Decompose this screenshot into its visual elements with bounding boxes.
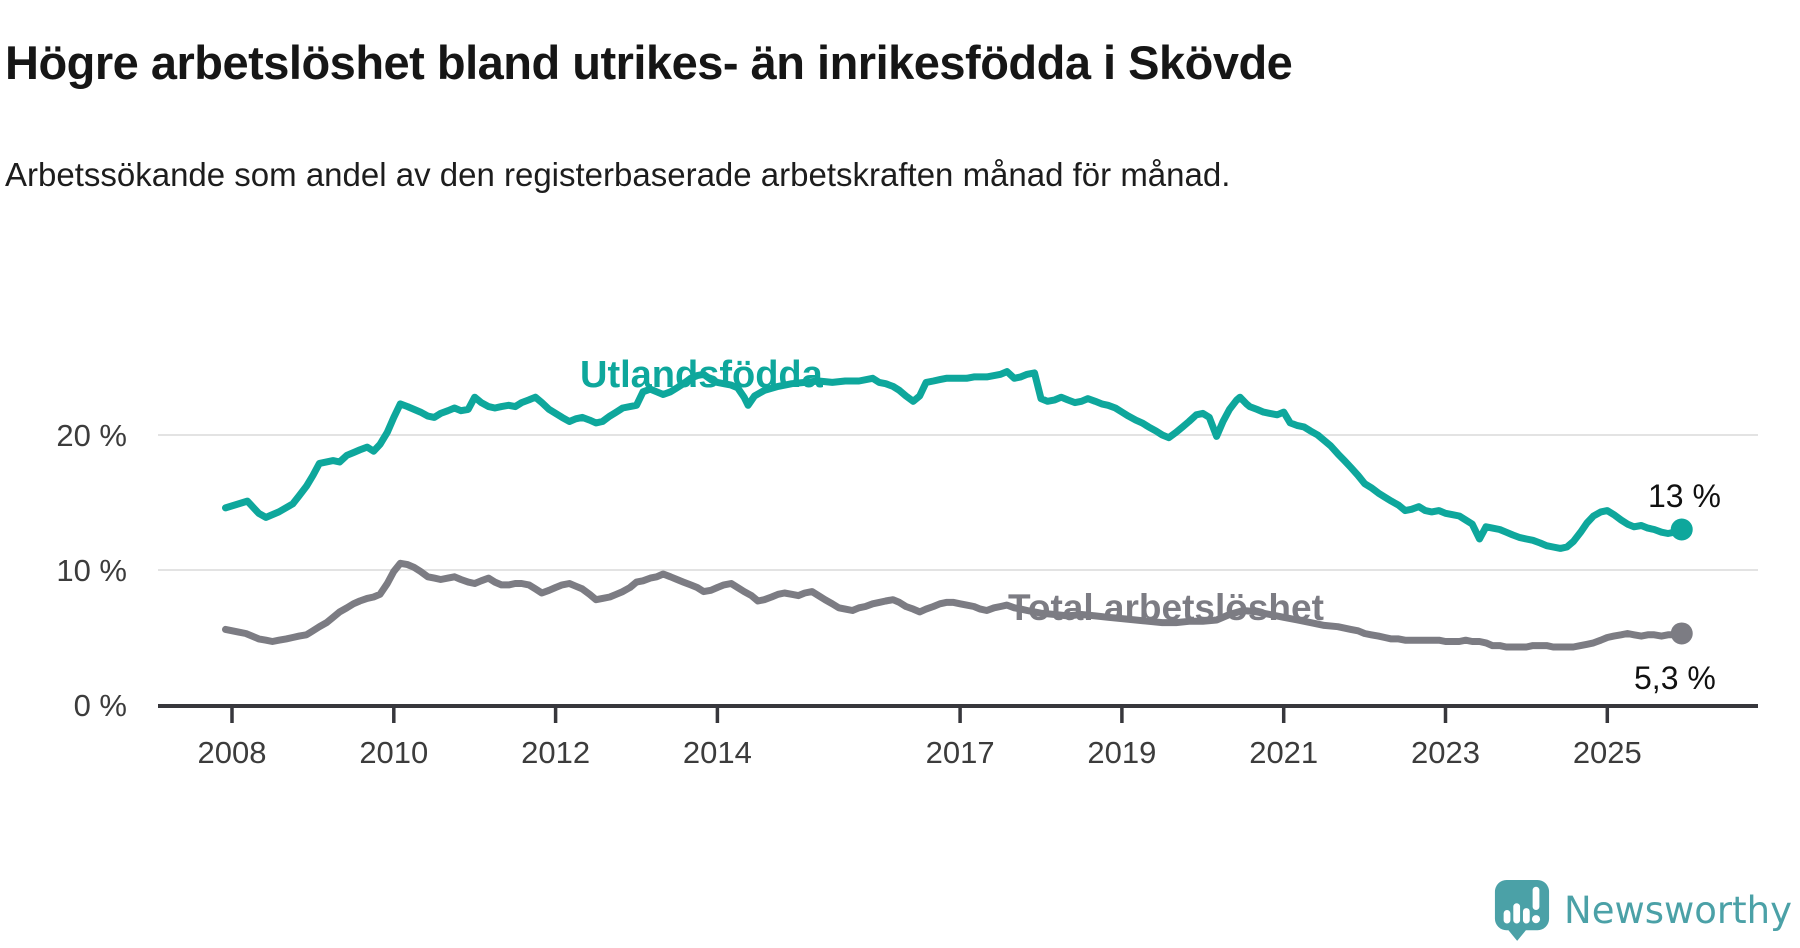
series-line-utlandsfodda <box>222 368 1686 552</box>
page-title: Högre arbetslöshet bland utrikes- än inr… <box>5 36 1293 90</box>
series-label-utlandsfodda: Utlandsfödda <box>580 354 824 396</box>
x-tick-label: 2017 <box>926 735 995 770</box>
newsworthy-logo-icon <box>1494 880 1550 941</box>
x-tick-label: 2025 <box>1573 735 1642 770</box>
x-tick-label: 2010 <box>359 735 428 770</box>
y-tick-label: 0 % <box>74 688 127 723</box>
series-end-value-label: 5,3 % <box>1634 660 1716 696</box>
y-tick-label: 10 % <box>56 553 127 588</box>
x-tick-label: 2021 <box>1249 735 1318 770</box>
newsworthy-logo-text: Newsworthy <box>1564 888 1792 932</box>
newsworthy-brand: Newsworthy <box>1493 878 1792 942</box>
x-tick-label: 2023 <box>1411 735 1480 770</box>
y-tick-label: 20 % <box>56 418 127 453</box>
x-tick-label: 2019 <box>1087 735 1156 770</box>
page-subtitle: Arbetssökande som andel av den registerb… <box>5 156 1231 193</box>
series-end-dot-utlandsfodda <box>1670 518 1693 541</box>
series-label-total: Total arbetslöshet <box>1008 587 1324 628</box>
x-tick-label: 2012 <box>521 735 590 770</box>
series-line-total-arbetsloshet <box>222 559 1686 651</box>
x-tick-label: 2008 <box>198 735 267 770</box>
series-end-value-label: 13 % <box>1648 478 1721 514</box>
series-end-dot-total <box>1670 622 1693 645</box>
x-tick-label: 2014 <box>683 735 752 770</box>
